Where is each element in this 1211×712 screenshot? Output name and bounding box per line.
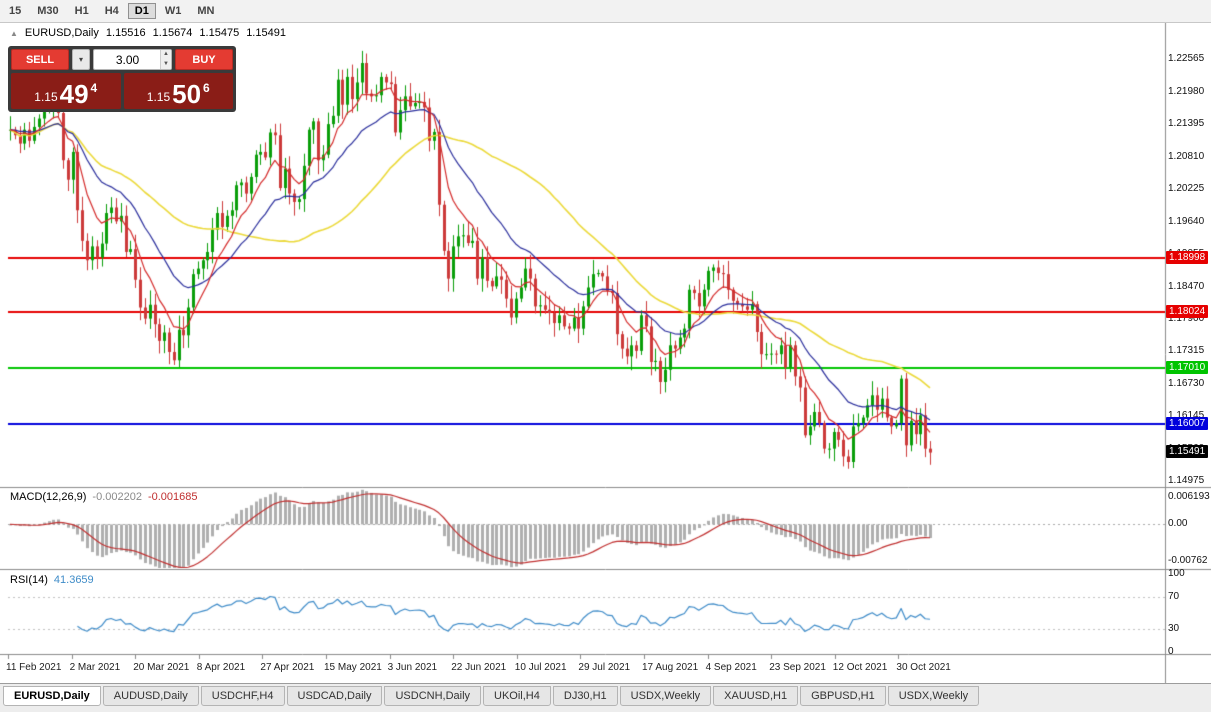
price-axis-label: 1.21395 [1168,118,1205,130]
chart-symbol-icon: ▲ [10,28,18,38]
price-axis-label: 1.14975 [1168,475,1205,487]
macd-label: MACD(12,26,9) [10,491,87,503]
date-label: 12 Oct 2021 [832,662,888,673]
date-label: 22 Jun 2021 [451,662,507,673]
price-axis-label: 1.22565 [1168,53,1205,65]
date-label: 3 Jun 2021 [387,662,438,673]
date-label: 17 Aug 2021 [642,662,699,673]
ohlc-open: 1.15516 [105,27,146,39]
rsi-axis-label: 0 [1168,646,1174,657]
sell-button[interactable]: SELL [11,49,69,70]
macd-signal-value: -0.001685 [147,491,198,503]
volume-stepper: ▲ ▼ [160,50,171,69]
sell-price-prefix: 1.15 [34,90,58,104]
price-axis-label: 1.20810 [1168,150,1205,162]
volume-input[interactable] [94,52,171,67]
date-label: 20 Mar 2021 [133,662,190,673]
chart-tab[interactable]: AUDUSD,Daily [102,686,199,706]
rsi-value: 41.3659 [53,574,94,586]
buy-price-prefix: 1.15 [146,90,171,104]
buy-price-big: 50 [172,79,202,109]
timeframe-button[interactable]: M30 [30,3,65,19]
current-price-chip: 1.15491 [1166,445,1209,459]
level-price-chip: 1.18998 [1166,250,1209,264]
price-axis-label: 1.19640 [1168,215,1205,227]
volume-field: ▲ ▼ [93,49,172,70]
ohlc-close: 1.15491 [246,27,286,39]
chart-tab[interactable]: UKOil,H4 [483,686,551,706]
buy-price-button[interactable]: 1.15 50 6 [123,73,233,109]
date-label: 27 Apr 2021 [260,662,315,673]
level-price-chip: 1.16007 [1166,416,1209,430]
date-label: 10 Jul 2021 [514,662,567,673]
date-label: 15 May 2021 [324,662,382,673]
chart-tab[interactable]: DJ30,H1 [552,686,618,706]
chart-tab[interactable]: USDX,Weekly [887,686,980,706]
level-price-chip: 1.17010 [1166,361,1209,375]
sell-price-sup: 4 [90,81,98,95]
time-axis: 11 Feb 2021 2 Mar 2021 20 Mar 2021 8 Apr 20… [0,660,1165,682]
date-label: 23 Sep 2021 [769,662,826,673]
ohlc-low: 1.15475 [199,27,240,39]
macd-axis-label: 0.00 [1168,518,1188,530]
chart-tab[interactable]: XAUUSD,H1 [713,686,799,706]
chart-tab[interactable]: EURUSD,Daily [3,686,101,706]
chart-tab-bar: EURUSD,Daily AUDUSD,Daily USDCHF,H4 USDCAD,… [0,683,1211,712]
rsi-axis-label: 30 [1168,622,1180,634]
chart-header: ▲ EURUSD,Daily 1.15516 1.15674 1.15475 1… [10,27,286,39]
spin-down-icon[interactable]: ▼ [160,59,171,69]
date-label: 4 Sep 2021 [705,662,757,673]
one-click-trade-panel: SELL ▾ ▲ ▼ BUY 1.15 49 4 1.15 50 6 [8,46,236,112]
price-axis-label: 1.17315 [1168,345,1205,357]
date-label: 30 Oct 2021 [896,662,951,673]
timeframe-button[interactable]: H4 [98,3,126,19]
macd-axis-label: -0.00762 [1168,555,1208,566]
rsi-header: RSI(14) 41.3659 [10,574,94,586]
spin-up-icon[interactable]: ▲ [160,50,171,60]
chart-tab[interactable]: USDCAD,Daily [286,686,383,706]
price-axis: 1.22565 1.21980 1.21395 1.20810 1.20225 1.196… [1166,0,1211,712]
timeframe-toolbar: 15 M30 H1 H4 D1 W1 MN [0,0,1211,23]
price-axis-label: 1.18470 [1168,280,1205,292]
sell-price-big: 49 [59,79,89,109]
timeframe-button[interactable]: H1 [68,3,96,19]
chart-symbol-label: EURUSD,Daily [24,27,99,39]
chart-tab[interactable]: GBPUSD,H1 [800,686,886,706]
macd-axis-label: 0.006193 [1168,491,1210,502]
date-label: 2 Mar 2021 [69,662,121,673]
chart-tab[interactable]: USDX,Weekly [619,686,712,706]
price-axis-label: 1.20225 [1168,183,1205,195]
timeframe-button[interactable]: MN [190,3,221,19]
price-axis-label: 1.21980 [1168,85,1205,97]
timeframe-button[interactable]: W1 [158,3,189,19]
chart-tab[interactable]: USDCNH,Daily [384,686,482,706]
volume-dropdown-icon[interactable]: ▾ [72,49,90,70]
timeframe-button[interactable]: 15 [2,3,28,19]
buy-button[interactable]: BUY [175,49,233,70]
rsi-axis-label: 100 [1168,568,1185,579]
level-price-chip: 1.18024 [1166,304,1209,318]
date-label: 8 Apr 2021 [196,662,246,673]
timeframe-button[interactable]: D1 [127,3,156,19]
sell-price-button[interactable]: 1.15 49 4 [11,73,121,109]
rsi-axis-label: 70 [1168,591,1180,603]
price-axis-label: 1.16145 [1168,410,1205,422]
macd-main-value: -0.002202 [92,491,142,503]
macd-header: MACD(12,26,9) -0.002202 -0.001685 [10,491,198,503]
chart-tab[interactable]: USDCHF,H4 [200,686,285,706]
price-axis-label: 1.17900 [1168,312,1205,324]
ohlc-high: 1.15674 [152,27,193,39]
date-label: 11 Feb 2021 [6,662,62,673]
price-axis-label: 1.16730 [1168,377,1205,389]
date-label: 29 Jul 2021 [578,662,631,673]
buy-price-sup: 6 [203,81,210,95]
rsi-label: RSI(14) [10,574,48,586]
